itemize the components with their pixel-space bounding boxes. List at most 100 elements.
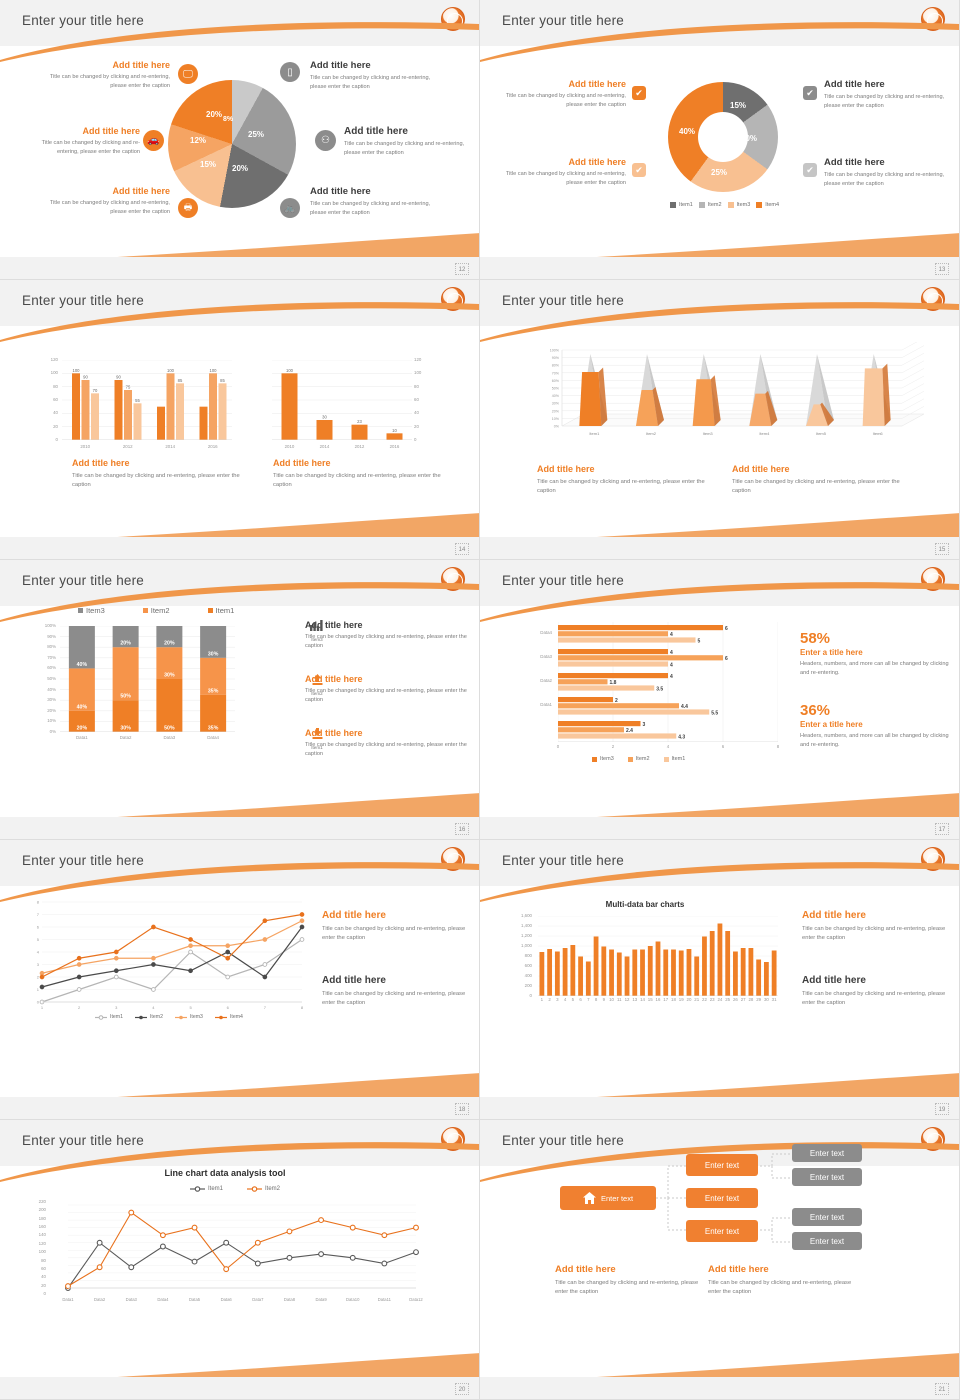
svg-text:30%: 30%	[164, 673, 175, 679]
slide-pie-with-icons[interactable]: Enter your title here 8% 25% 20% 15% 12%…	[0, 0, 480, 280]
svg-text:8: 8	[301, 1005, 304, 1010]
y-tick: 160	[38, 1224, 46, 1230]
feature-block-left-1[interactable]: Add title here Title can be changed by c…	[45, 60, 170, 90]
x-tick: 3	[556, 997, 559, 1002]
stat-block-1[interactable]: 58% Enter a title here Headers, numbers,…	[800, 630, 950, 677]
block-title: Add title here	[555, 1264, 616, 1275]
svg-text:8: 8	[37, 900, 40, 905]
node-label: Enter text	[809, 1172, 845, 1182]
svg-text:1: 1	[41, 1005, 44, 1010]
block-title: Add title here	[802, 910, 866, 921]
single-bar-chart[interactable]: 100 30 23 10	[272, 359, 412, 441]
page-title: Enter your title here	[502, 853, 625, 868]
caption-block-1[interactable]: Add title here Title can be changed by c…	[322, 910, 467, 943]
check-box-gray-icon[interactable]: ✔	[803, 163, 817, 177]
feature-block-right-1[interactable]: Add title here Title can be changed by c…	[310, 60, 438, 91]
slide-flow-diagram[interactable]: Enter your title here Enter text Enter t…	[480, 1120, 960, 1400]
decorative-swoosh-top	[480, 582, 959, 622]
pie-label-2: 25%	[248, 130, 265, 139]
side-item-3[interactable]: Add title here Title can be changed by c…	[305, 728, 470, 758]
multi-bar-chart[interactable]	[538, 915, 778, 997]
x-tick: Data1	[76, 735, 88, 740]
feature-block-left-2[interactable]: Add title here Title can be changed by c…	[503, 157, 626, 187]
caption-block-2[interactable]: Add title here Title can be changed by c…	[708, 1264, 853, 1297]
feature-block-right-2[interactable]: Add title here Title can be changed by c…	[824, 157, 949, 188]
y-tick: 40	[414, 410, 419, 416]
block-title: Add title here	[322, 910, 386, 921]
feature-block-right-2[interactable]: Add title here Title can be changed by c…	[344, 126, 474, 157]
cone-3d-chart[interactable]: 0% 10% 20% 30% 40% 50% 60% 70% 80% 90% 100% Item1 It…	[502, 337, 932, 447]
check-box-orange-icon[interactable]: ✔	[632, 86, 646, 100]
diagram-node-l2-1[interactable]: Enter text	[686, 1154, 758, 1176]
slide-donut-with-checks[interactable]: Enter your title here 15% 20% 25% 40% It…	[480, 0, 960, 280]
diagram-root-node[interactable]: Enter text	[560, 1186, 656, 1210]
y-tick: Data3	[540, 654, 552, 659]
y-tick: 100	[50, 370, 58, 376]
caption-block-1[interactable]: Add title here Title can be changed by c…	[537, 464, 712, 496]
diagram-node-l2-3[interactable]: Enter text	[686, 1220, 758, 1242]
feature-block-left-3[interactable]: Add title here Title can be changed by c…	[45, 186, 170, 216]
caption-block-1[interactable]: Add title here Title can be changed by c…	[555, 1264, 700, 1297]
diagram-node-l3-1[interactable]: Enter text	[792, 1144, 862, 1162]
feature-block-left-2[interactable]: Add title here Title can be changed by c…	[25, 126, 140, 156]
stat-value: 36%	[800, 702, 831, 719]
slide-two-bar-charts[interactable]: Enter your title here 100 90 70 90 75 55 100 85…	[0, 280, 480, 560]
check-box-orange-light-icon[interactable]: ✔	[632, 163, 646, 177]
caption-block-1[interactable]: Add title here Title can be changed by c…	[72, 458, 242, 490]
pie-chart[interactable]: 8% 25% 20% 15% 12% 20%	[168, 80, 296, 208]
phone-icon: ▯	[280, 62, 300, 82]
slide-stacked-bar[interactable]: Enter your title here Item3 Item2 Item1 …	[0, 560, 480, 840]
diagram-node-l3-3[interactable]: Enter text	[792, 1208, 862, 1226]
block-title: Add title here	[322, 975, 386, 986]
decorative-swoosh-bottom	[0, 507, 479, 541]
caption-block-2[interactable]: Add title here Title can be changed by c…	[732, 464, 907, 496]
feature-block-right-3[interactable]: Add title here Title can be changed by c…	[310, 186, 438, 217]
slide-multi-data-bar[interactable]: Enter your title here Multi-data bar cha…	[480, 840, 960, 1120]
block-title: Add title here	[273, 458, 331, 468]
side-item-1[interactable]: Add title here Title can be changed by c…	[305, 620, 470, 650]
car-icon: 🚗	[143, 130, 164, 151]
y-tick: 30%	[47, 697, 56, 703]
svg-text:70: 70	[93, 388, 98, 393]
side-item-2[interactable]: Add title here Title can be changed by c…	[305, 674, 470, 704]
slide-footer	[480, 817, 959, 839]
caption-block-2[interactable]: Add title here Title can be changed by c…	[273, 458, 443, 490]
svg-text:5.5: 5.5	[711, 710, 718, 716]
feature-caption: Title can be changed by clicking and re-…	[310, 201, 431, 216]
y-tick: 20	[41, 1282, 46, 1288]
block-title: Add title here	[802, 975, 866, 986]
diagram-node-l2-2[interactable]: Enter text	[686, 1188, 758, 1208]
slide-cone-3d-chart[interactable]: Enter your title here 0% 10% 20% 30% 40% 50% 6…	[480, 280, 960, 560]
x-tick: 5	[571, 997, 575, 1002]
svg-text:100: 100	[73, 368, 81, 373]
donut-chart[interactable]: 15% 20% 25% 40%	[668, 82, 778, 192]
feature-block-right-1[interactable]: Add title here Title can be changed by c…	[824, 79, 949, 110]
x-tick: Data1	[62, 1297, 74, 1302]
check-box-gray-dark-icon[interactable]: ✔	[803, 86, 817, 100]
slide-line-analysis[interactable]: Enter your title here Line chart data an…	[0, 1120, 480, 1400]
diagram-node-l3-4[interactable]: Enter text	[792, 1232, 862, 1250]
page-title: Enter your title here	[502, 293, 625, 308]
x-tick: Data2	[94, 1297, 106, 1302]
stat-block-2[interactable]: 36% Enter a title here Headers, numbers,…	[800, 702, 950, 749]
horizontal-bar-chart[interactable]: 6 4 5 4 6 4 4 1.8 3.5 2 4.4 5.5 3 2.4 4.3	[557, 622, 779, 743]
y-axis-labels: 120 100 80 60 40 20 0	[40, 356, 60, 444]
slide-horizontal-bar[interactable]: Enter your title here 6 4 5 4 6 4 4 1.8 3.5 2 4.4 5…	[480, 560, 960, 840]
caption-block-2[interactable]: Add title here Title can be changed by c…	[802, 975, 947, 1008]
slide-number: 18	[455, 1103, 469, 1115]
x-tick: 2010	[284, 444, 295, 449]
y-tick: 80	[414, 383, 419, 389]
grouped-bar-chart[interactable]: 100 90 70 90 75 55 100 85 100 85	[62, 359, 232, 441]
caption-block-2[interactable]: Add title here Title can be changed by c…	[322, 975, 467, 1008]
slide-number: 13	[935, 263, 949, 275]
feature-block-left-1[interactable]: Add title here Title can be changed by c…	[503, 79, 626, 109]
line-chart[interactable]	[52, 1202, 422, 1294]
slide-number: 16	[455, 823, 469, 835]
stacked-bar-chart[interactable]: 20% 40% 40% 30% 50% 20% 50% 30% 20% 35% 35% 30%	[60, 625, 235, 733]
diagram-node-l3-2[interactable]: Enter text	[792, 1168, 862, 1186]
feature-title: Add title here	[310, 60, 371, 71]
svg-text:90: 90	[83, 375, 88, 380]
caption-block-1[interactable]: Add title here Title can be changed by c…	[802, 910, 947, 943]
